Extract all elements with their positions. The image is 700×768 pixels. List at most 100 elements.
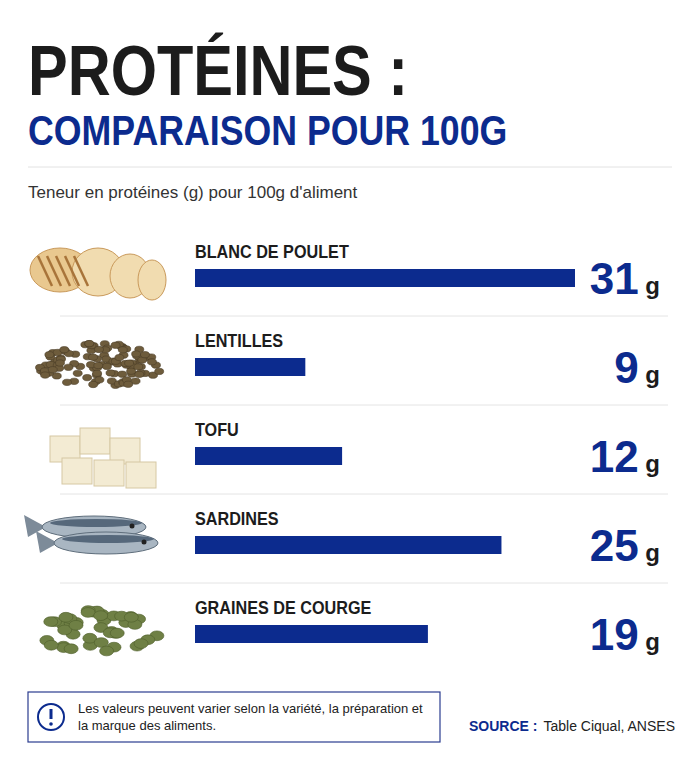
icon-shape bbox=[134, 364, 143, 370]
icon-shape bbox=[81, 608, 95, 618]
icon-shape bbox=[89, 354, 98, 360]
icons bbox=[24, 248, 166, 656]
row-separator bbox=[60, 494, 668, 495]
note-icon bbox=[49, 722, 53, 726]
icon-shape bbox=[73, 370, 82, 376]
note-line: la marque des aliments. bbox=[78, 718, 216, 733]
row-separator bbox=[60, 316, 668, 317]
icon-shape bbox=[83, 374, 92, 380]
data-label: 25 g bbox=[590, 521, 660, 570]
note-box bbox=[28, 692, 440, 742]
icon-shape bbox=[41, 372, 50, 378]
icon-shape bbox=[124, 612, 138, 622]
food-icon bbox=[40, 606, 164, 656]
icon-shape bbox=[102, 363, 111, 369]
food-icon bbox=[30, 248, 166, 300]
icon-shape bbox=[147, 359, 156, 365]
category-labels: BLANC DE POULET LENTILLES TOFU SARDINES GRAI… bbox=[195, 242, 371, 618]
icon-shape bbox=[94, 346, 103, 352]
icon-shape bbox=[94, 460, 124, 486]
data-label-unit: g bbox=[639, 539, 660, 566]
data-label-unit: g bbox=[639, 272, 660, 299]
icon-shape bbox=[130, 524, 135, 529]
icon-shape bbox=[155, 368, 164, 374]
icon-shape bbox=[89, 381, 98, 387]
source: Table Ciqual, ANSES SOURCE : bbox=[469, 718, 675, 734]
icon-shape bbox=[85, 340, 94, 346]
data-label-number: 19 bbox=[590, 610, 639, 659]
icon-shape bbox=[106, 370, 115, 376]
icon-shape bbox=[44, 617, 58, 627]
axis-title: Teneur en protéines (g) pour 100g d'alim… bbox=[28, 183, 358, 202]
data-label-unit: g bbox=[639, 361, 660, 388]
icon-shape bbox=[125, 360, 134, 366]
icon-shape bbox=[93, 370, 102, 376]
category-label: LENTILLES bbox=[195, 331, 283, 351]
icon-shape bbox=[138, 260, 166, 300]
icon-shape bbox=[69, 620, 83, 630]
food-icon bbox=[50, 428, 156, 488]
icon-shape bbox=[110, 628, 124, 638]
icon-shape bbox=[115, 354, 124, 360]
icon-shape bbox=[94, 362, 103, 368]
data-label: 19 g bbox=[590, 610, 660, 659]
data-label: 12 g bbox=[590, 432, 660, 481]
icon-shape bbox=[80, 428, 110, 454]
icon-shape bbox=[94, 611, 108, 621]
note-icon bbox=[38, 704, 64, 730]
icon-shape bbox=[63, 379, 72, 385]
data-label: 9 g bbox=[614, 343, 660, 392]
icon-shape bbox=[64, 364, 73, 370]
bar bbox=[195, 447, 342, 465]
source-text: Table Ciqual, ANSES bbox=[543, 718, 675, 734]
icon-shape bbox=[60, 347, 69, 353]
separator bbox=[28, 167, 672, 168]
title: PROTÉINES : bbox=[28, 31, 408, 110]
icon-shape bbox=[135, 371, 144, 377]
source-label: SOURCE : bbox=[469, 718, 537, 734]
bars bbox=[195, 269, 575, 643]
icon-shape bbox=[54, 532, 158, 554]
category-label: TOFU bbox=[195, 420, 239, 440]
icon-shape bbox=[140, 352, 149, 358]
bar bbox=[195, 358, 305, 376]
icon-shape bbox=[85, 340, 94, 346]
icon-shape bbox=[48, 367, 57, 373]
data-label: 31 g bbox=[590, 254, 660, 303]
category-label: BLANC DE POULET bbox=[195, 242, 349, 262]
icon-shape bbox=[59, 612, 73, 622]
icon-shape bbox=[111, 342, 120, 348]
note: Les valeurs peuvent varier selon la vari… bbox=[28, 692, 440, 742]
data-label-number: 31 bbox=[590, 254, 639, 303]
note-icon bbox=[50, 709, 53, 719]
icon-shape bbox=[118, 347, 127, 353]
bar bbox=[195, 536, 501, 554]
subtitle: COMPARAISON POUR 100G bbox=[28, 107, 507, 153]
row-separator bbox=[60, 583, 668, 584]
icon-shape bbox=[100, 646, 114, 656]
food-icon bbox=[36, 340, 164, 388]
category-label: GRAINES DE COURGE bbox=[195, 598, 371, 618]
data-label-number: 12 bbox=[590, 432, 639, 481]
icon-shape bbox=[56, 360, 65, 366]
note-line: Les valeurs peuvent varier selon la vari… bbox=[78, 701, 423, 716]
chart: PROTÉINES :COMPARAISON POUR 100G Teneur e… bbox=[0, 0, 700, 768]
data-label-number: 9 bbox=[614, 343, 638, 392]
data-label-unit: g bbox=[639, 450, 660, 477]
icon-shape bbox=[124, 381, 133, 387]
data-labels: 31 g9 g12 g25 g19 g bbox=[590, 254, 660, 659]
bar bbox=[195, 625, 428, 643]
note-text: Les valeurs peuvent varier selon la vari… bbox=[78, 701, 423, 733]
icon-shape bbox=[134, 639, 148, 649]
row-separator bbox=[60, 405, 668, 406]
category-label: SARDINES bbox=[195, 509, 279, 529]
bar bbox=[195, 269, 575, 287]
icon-shape bbox=[126, 462, 156, 488]
food-icon bbox=[24, 515, 158, 554]
data-label-unit: g bbox=[639, 628, 660, 655]
icon-shape bbox=[132, 351, 141, 357]
icon-shape bbox=[64, 644, 78, 654]
data-label-number: 25 bbox=[590, 521, 639, 570]
icon-shape bbox=[74, 256, 88, 286]
icon-shape bbox=[62, 535, 154, 543]
